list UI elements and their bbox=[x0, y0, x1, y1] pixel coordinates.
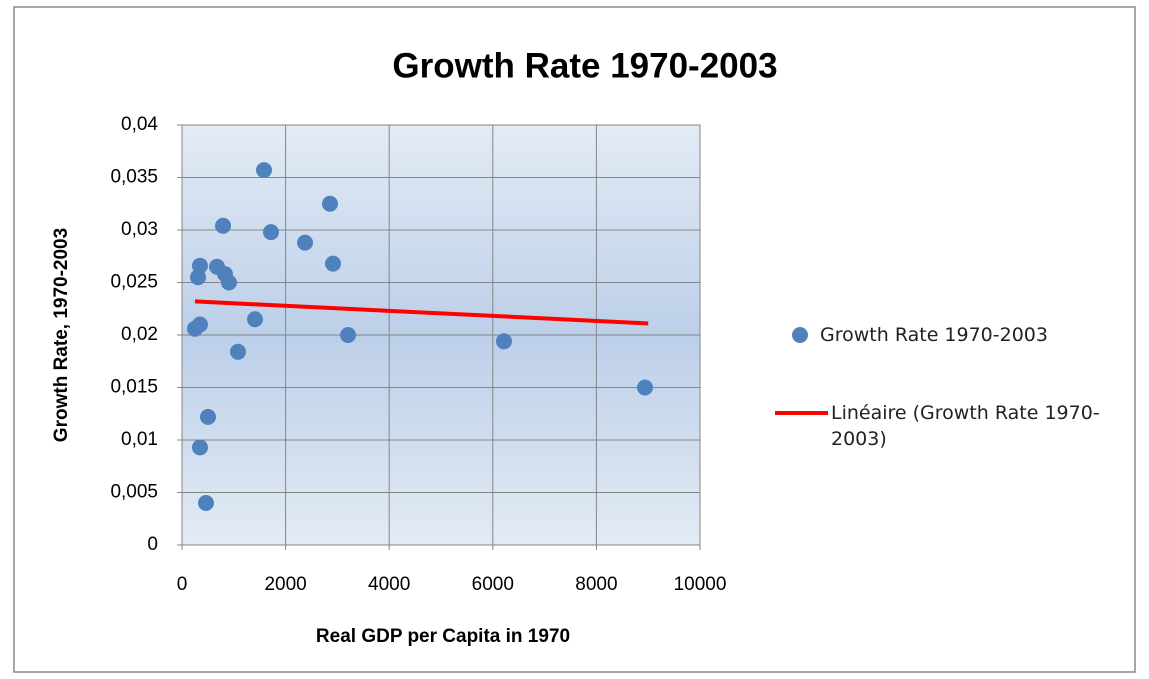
data-point bbox=[255, 162, 272, 179]
data-point bbox=[636, 379, 653, 396]
y-tick-label: 0,005 bbox=[110, 482, 158, 503]
x-tick-label: 4000 bbox=[368, 574, 410, 595]
y-tick-label: 0,01 bbox=[121, 429, 158, 450]
x-tick-label: 8000 bbox=[575, 574, 617, 595]
y-axis-label: Growth Rate, 1970-2003 bbox=[51, 228, 72, 442]
legend-label: Growth Rate 1970-2003 bbox=[820, 324, 1048, 346]
y-tick-label: 0,025 bbox=[110, 272, 158, 293]
data-point bbox=[200, 408, 217, 425]
data-point bbox=[246, 311, 263, 328]
plot-border bbox=[181, 124, 701, 546]
data-point bbox=[495, 333, 512, 350]
x-tick-label: 0 bbox=[177, 574, 188, 595]
y-tick-label: 0,035 bbox=[110, 167, 158, 188]
y-tick-label: 0,015 bbox=[110, 377, 158, 398]
data-point bbox=[321, 195, 338, 212]
data-point bbox=[229, 343, 246, 360]
y-tick-label: 0,03 bbox=[121, 219, 158, 240]
data-point bbox=[190, 269, 207, 286]
data-point bbox=[187, 320, 204, 337]
data-point bbox=[220, 274, 237, 291]
data-point bbox=[197, 495, 214, 511]
data-point bbox=[324, 255, 341, 272]
data-point bbox=[340, 327, 357, 343]
trend-line bbox=[194, 299, 649, 326]
legend-marker bbox=[792, 327, 808, 343]
x-tick-label: 10000 bbox=[674, 574, 727, 595]
data-point bbox=[191, 439, 208, 456]
x-axis-label: Real GDP per Capita in 1970 bbox=[316, 626, 570, 647]
x-tick-label: 6000 bbox=[472, 574, 514, 595]
data-point bbox=[297, 234, 314, 251]
data-point bbox=[215, 217, 232, 234]
y-tick-label: 0 bbox=[147, 534, 158, 555]
legend-label: Linéaire (Growth Rate 1970-2003) bbox=[831, 402, 1100, 450]
y-tick-label: 0,02 bbox=[121, 324, 158, 345]
chart-title: Growth Rate 1970-2003 bbox=[392, 46, 777, 85]
x-tick-label: 2000 bbox=[264, 574, 306, 595]
y-tick-label: 0,04 bbox=[121, 114, 158, 135]
data-point bbox=[262, 224, 279, 241]
